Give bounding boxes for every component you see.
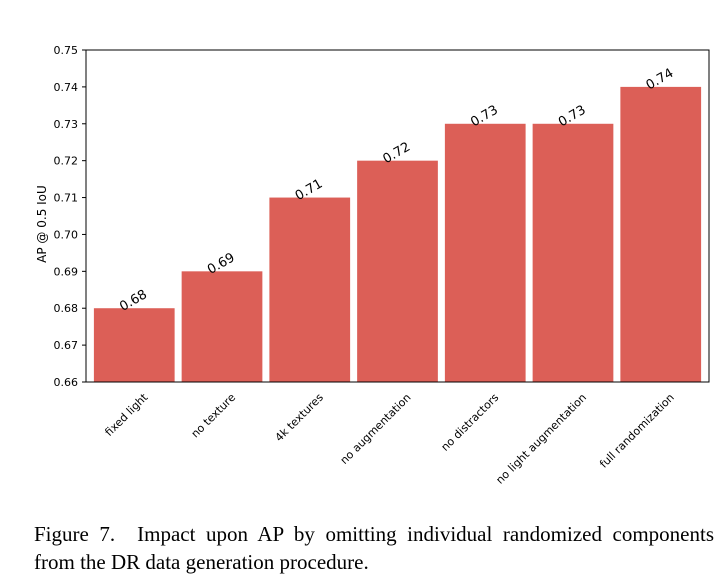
figure-caption: Figure 7. Impact upon AP by omitting indi… <box>34 520 714 576</box>
bar <box>620 86 702 382</box>
x-tick-label: no augmentation <box>338 391 414 467</box>
bar <box>181 271 263 382</box>
y-tick-label: 0.71 <box>54 192 79 205</box>
x-tick-label: full randomization <box>597 391 677 471</box>
y-tick-label: 0.72 <box>54 155 79 168</box>
y-tick-label: 0.69 <box>54 265 79 278</box>
y-tick-label: 0.74 <box>54 81 79 94</box>
bar <box>93 308 175 382</box>
y-tick-label: 0.73 <box>54 118 79 131</box>
x-axis-ticks: fixed light no texture 4k textures no augme… <box>102 390 676 486</box>
y-tick-label: 0.75 <box>54 44 79 57</box>
bar-chart: 0.680.690.710.720.73 0.730.74 0.660.670.6… <box>35 44 710 487</box>
x-tick-label: no distractors <box>439 391 502 454</box>
y-tick-label: 0.68 <box>54 302 79 315</box>
plot-frame <box>85 49 710 383</box>
figure-number: Figure 7. <box>34 522 116 546</box>
y-tick-label: 0.67 <box>54 339 79 352</box>
x-tick-label: no light augmentation <box>493 391 589 487</box>
bar <box>532 123 614 383</box>
y-axis-label: AP @ 0.5 IoU <box>35 185 49 263</box>
caption-text: Impact upon AP by omitting individual ra… <box>34 522 715 574</box>
y-tick-label: 0.70 <box>54 228 79 241</box>
y-tick-label: 0.66 <box>54 376 79 389</box>
y-axis-ticks: 0.66 0.67 0.68 0.69 0.70 0.71 0.72 0.73 0.74 0.75 <box>54 44 86 389</box>
x-tick-label: 4k textures <box>273 391 326 444</box>
bars-group <box>93 86 702 383</box>
x-tick-label: no texture <box>189 391 239 441</box>
x-tick-label: fixed light <box>102 390 150 438</box>
bar <box>357 160 438 382</box>
bar <box>444 123 526 383</box>
bar <box>269 197 351 382</box>
